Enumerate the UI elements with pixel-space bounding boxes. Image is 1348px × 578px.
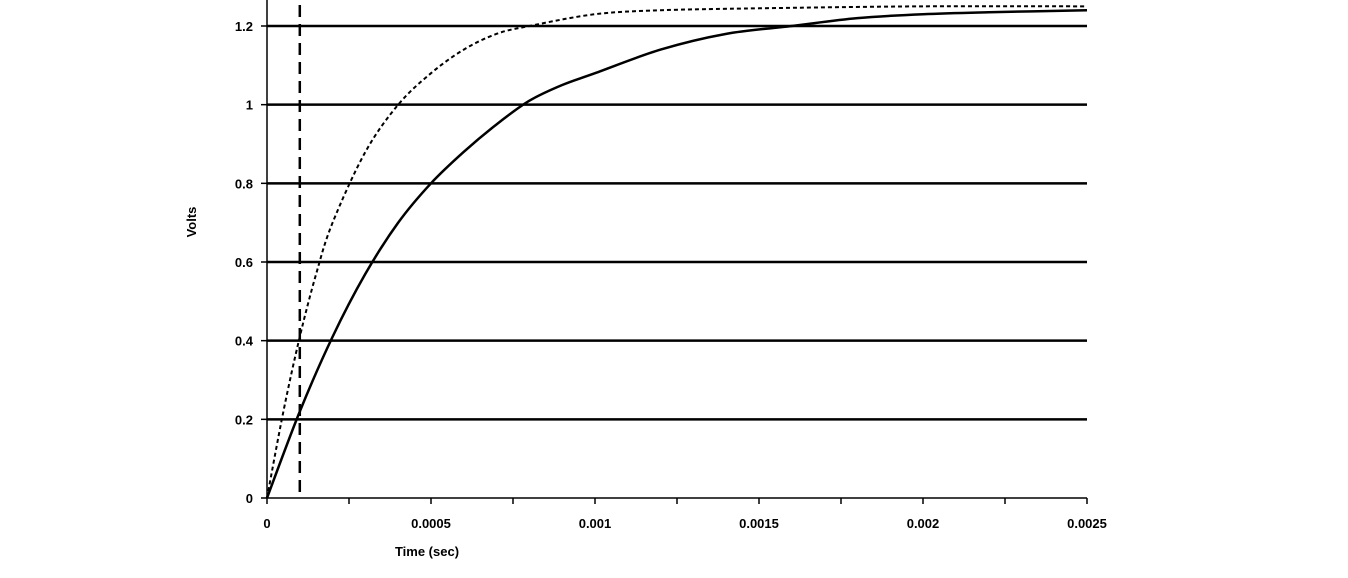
y-axis-title: Volts — [184, 207, 199, 238]
tick-labels: 0 0.2 0.4 0.6 0.8 1 1.2 0 0.0005 0.001 0.0015 0.002… — [235, 19, 1107, 531]
y-tick-label: 0.4 — [235, 334, 254, 349]
grid-lines — [267, 24, 1087, 421]
y-tick-label: 0.6 — [235, 255, 253, 270]
y-tick-label: 1.2 — [235, 19, 253, 34]
x-tick-label: 0.001 — [579, 516, 612, 531]
y-tick-label: 1 — [246, 98, 253, 113]
x-axis-title: Time (sec) — [395, 544, 459, 559]
y-tick-label: 0 — [246, 491, 253, 506]
y-tick-label: 0.8 — [235, 176, 253, 191]
series-dotted-line — [266, 5, 1088, 499]
y-tick-label: 0.2 — [235, 412, 253, 427]
x-tick-label: 0.0015 — [739, 516, 779, 531]
series-lines — [265, 5, 1088, 499]
axes — [261, 0, 1088, 504]
x-tick-label: 0 — [263, 516, 270, 531]
series-solid-line — [265, 9, 1088, 499]
x-tick-label: 0.0005 — [411, 516, 451, 531]
x-tick-label: 0.002 — [907, 516, 940, 531]
x-tick-label: 0.0025 — [1067, 516, 1107, 531]
